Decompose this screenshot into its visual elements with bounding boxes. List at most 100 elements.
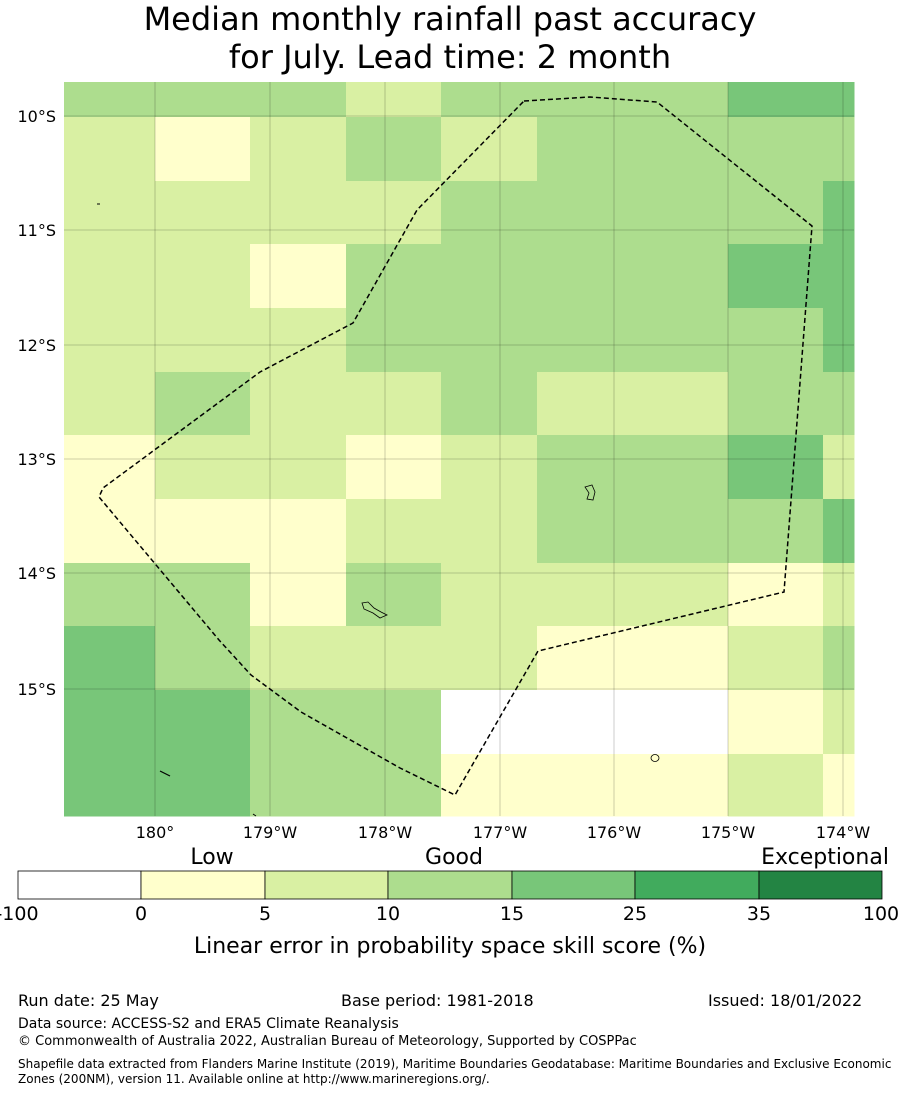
lon-label: 176°W — [587, 823, 642, 842]
lon-label: 180° — [136, 823, 175, 842]
grid-cell — [728, 435, 824, 500]
grid-cell — [823, 244, 855, 309]
grid-cell — [155, 435, 251, 500]
island-outline — [159, 770, 171, 777]
grid-cell — [823, 82, 855, 118]
grid-cell — [632, 372, 729, 436]
grid-cell — [346, 244, 442, 309]
colorbar-exceptional-label: Exceptional — [761, 845, 889, 870]
colorbar-tick: 35 — [747, 903, 771, 925]
grid-cell — [64, 372, 156, 436]
grid-cell — [155, 754, 251, 817]
lat-label: 15°S — [17, 680, 56, 699]
grid-cell — [823, 754, 855, 817]
run-date: Run date: 25 May — [18, 991, 159, 1010]
grid-cell — [537, 754, 633, 817]
grid-cell — [632, 181, 729, 245]
colorbar-tick: 25 — [623, 903, 647, 925]
colorbar-segment — [511, 870, 636, 900]
grid-cell — [441, 626, 538, 691]
lat-axis: 10°S 11°S 12°S 13°S 14°S 15°S — [17, 107, 56, 699]
grid-cell — [441, 435, 538, 500]
grid-cell — [155, 82, 251, 118]
grid-cell — [64, 117, 156, 182]
lon-label: 178°W — [358, 823, 413, 842]
grid-cell — [346, 754, 442, 817]
grid-cell — [728, 308, 824, 373]
grid-cell — [155, 690, 251, 755]
grid-cell — [155, 563, 251, 627]
issued-date: Issued: 18/01/2022 — [708, 991, 863, 1010]
grid-cell — [64, 499, 156, 564]
island-outline — [361, 601, 388, 619]
grid-cell — [250, 690, 347, 755]
grid-cell — [823, 690, 855, 755]
grid-cell — [728, 181, 824, 245]
colorbar-tick: 5 — [259, 903, 271, 925]
shapefile-credit: Shapefile data extracted from Flanders M… — [18, 1057, 892, 1086]
grid-cell — [155, 372, 251, 436]
grid-cell — [728, 754, 824, 817]
grid-cell — [64, 82, 156, 118]
grid-cell — [250, 754, 347, 817]
island-outline — [650, 754, 660, 762]
grid-cell — [346, 181, 442, 245]
grid-cell — [537, 563, 633, 627]
colorbar-good-label: Good — [425, 845, 483, 870]
grid-cell — [728, 244, 824, 309]
grid-cell — [728, 626, 824, 691]
grid-cell — [537, 372, 633, 436]
skill-grid — [64, 82, 855, 817]
island-outline — [584, 484, 596, 501]
grid-cell — [823, 626, 855, 691]
lon-label: 177°W — [473, 823, 528, 842]
grid-cell — [155, 499, 251, 564]
lon-label: 179°W — [243, 823, 298, 842]
grid-cell — [632, 117, 729, 182]
grid-cell — [250, 499, 347, 564]
lat-label: 12°S — [17, 336, 56, 355]
grid-cell — [64, 754, 156, 817]
grid-cell — [441, 181, 538, 245]
title-line-2: for July. Lead time: 2 month — [228, 38, 672, 76]
grid-cell — [250, 181, 347, 245]
colorbar-tick: -100 — [0, 903, 39, 925]
colorbar-tick: 10 — [376, 903, 400, 925]
grid-cell — [250, 372, 347, 436]
colorbar-tick: 100 — [863, 903, 899, 925]
grid-cell — [537, 690, 633, 755]
grid-cell — [346, 690, 442, 755]
colorbar-tick: 0 — [135, 903, 147, 925]
colorbar-low-label: Low — [190, 845, 233, 870]
grid-cell — [155, 308, 251, 373]
grid-cell — [346, 372, 442, 436]
grid-cell — [537, 499, 633, 564]
grid-cell — [346, 499, 442, 564]
colorbar — [17, 870, 883, 900]
colorbar-segment — [758, 870, 883, 900]
grid-cell — [250, 563, 347, 627]
grid-cell — [441, 82, 538, 118]
data-source: Data source: ACCESS-S2 and ERA5 Climate … — [18, 1016, 399, 1032]
lon-label: 174°W — [816, 823, 871, 842]
colorbar-ticks: -100 0 5 10 15 25 35 100 — [0, 903, 899, 925]
grid-cell — [728, 82, 824, 118]
lat-label: 14°S — [17, 564, 56, 583]
grid-cell — [823, 499, 855, 564]
base-period: Base period: 1981-2018 — [341, 991, 534, 1010]
lon-axis: 180° 179°W 178°W 177°W 176°W 175°W 174°W — [136, 823, 871, 842]
grid-cell — [632, 308, 729, 373]
grid-cell — [823, 181, 855, 245]
colorbar-tick: 15 — [500, 903, 524, 925]
grid-cell — [823, 563, 855, 627]
grid-cell — [728, 690, 824, 755]
grid-cell — [346, 308, 442, 373]
grid-cell — [537, 117, 633, 182]
grid-cell — [64, 181, 156, 245]
grid-cell — [537, 181, 633, 245]
grid-cell — [441, 308, 538, 373]
lat-label: 10°S — [17, 107, 56, 126]
grid-cell — [155, 181, 251, 245]
lat-label: 11°S — [17, 221, 56, 240]
island-outline — [252, 813, 257, 817]
